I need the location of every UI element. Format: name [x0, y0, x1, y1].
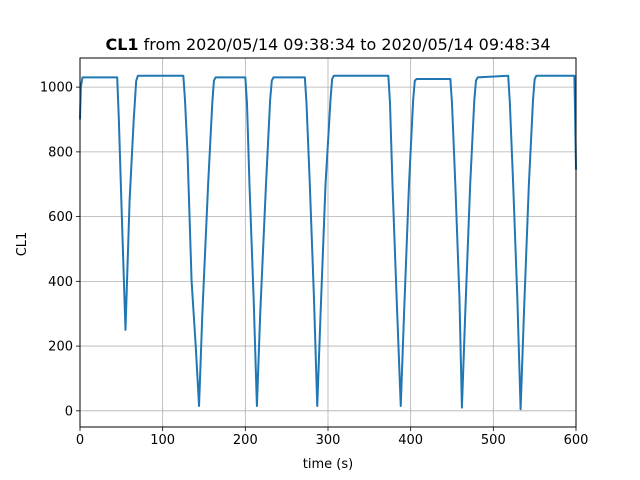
- x-tick-label: 500: [481, 433, 506, 448]
- x-tick-label: 600: [564, 433, 589, 448]
- y-axis: 0 200 400 600 800 1000: [40, 81, 80, 419]
- x-axis-label: time (s): [303, 457, 353, 472]
- y-tick-label: 600: [48, 210, 73, 225]
- x-tick-label: 400: [398, 433, 423, 448]
- series-line: [79, 74, 577, 411]
- grid-lines: [79, 58, 577, 427]
- x-tick-label: 200: [233, 433, 258, 448]
- y-tick-label: 0: [65, 404, 73, 419]
- chart-title: CL1 from 2020/05/14 09:38:34 to 2020/05/…: [105, 35, 550, 54]
- y-tick-label: 800: [48, 145, 73, 160]
- x-tick-label: 0: [76, 433, 84, 448]
- y-tick-label: 200: [48, 340, 73, 355]
- y-axis-label: CL1: [15, 232, 30, 257]
- x-tick-label: 100: [150, 433, 175, 448]
- y-tick-label: 400: [48, 275, 73, 290]
- x-tick-label: 300: [316, 433, 341, 448]
- title-rest: from 2020/05/14 09:38:34 to 2020/05/14 0…: [139, 35, 551, 54]
- x-axis: 0 100 200 300 400 500 600: [76, 427, 589, 448]
- series-group: [79, 74, 577, 411]
- y-tick-label: 1000: [40, 81, 73, 96]
- title-bold: CL1: [105, 35, 138, 54]
